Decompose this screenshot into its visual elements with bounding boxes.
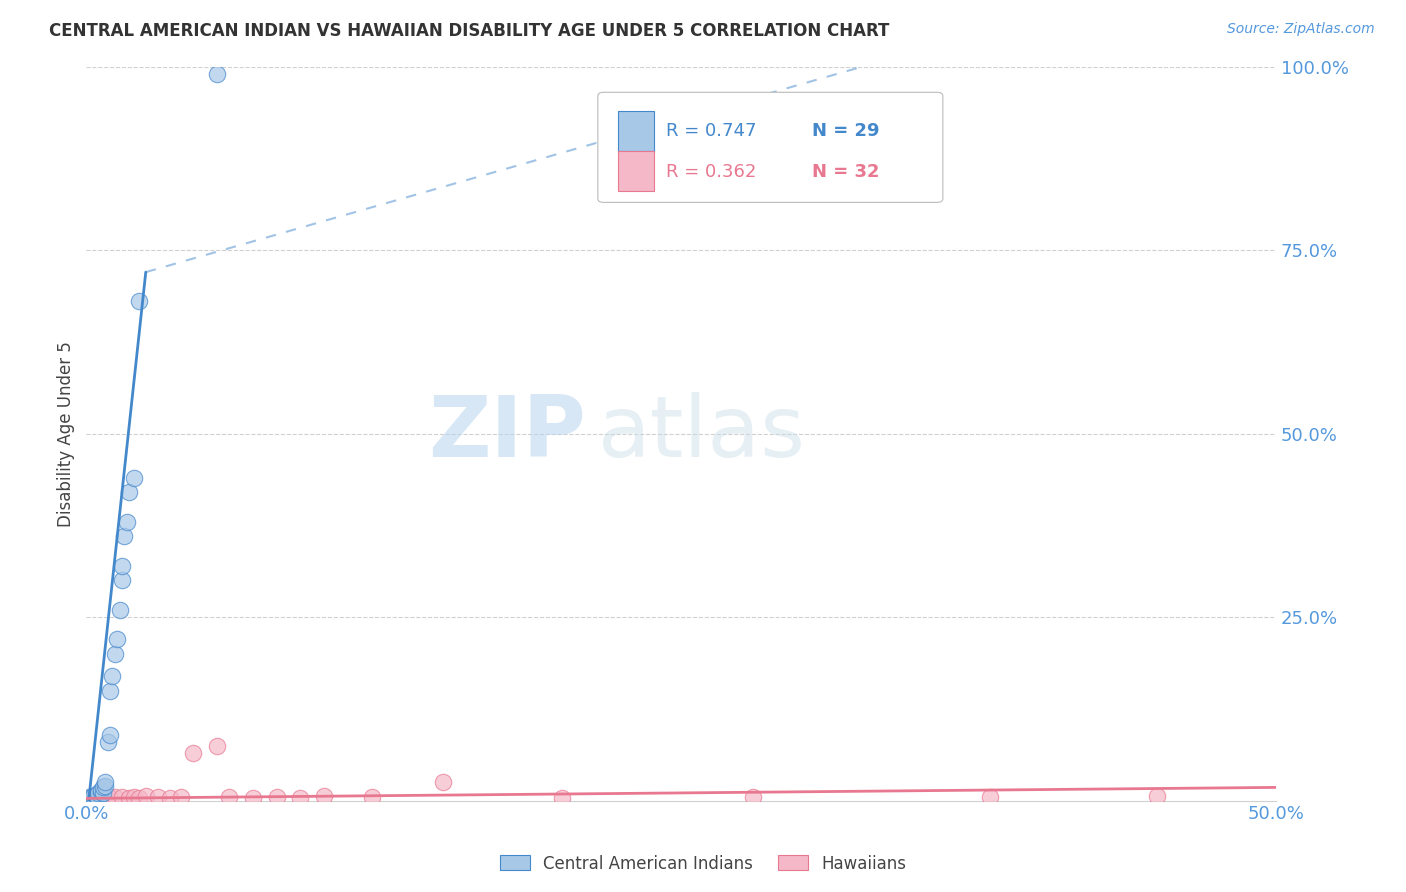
Point [112, 529, 135, 543]
Point [98, 790, 121, 805]
Point [90, 785, 112, 799]
Point [82, 789, 104, 804]
Point [97, 789, 120, 804]
Point [118, 790, 141, 805]
Point [98, 727, 121, 741]
Point [432, 775, 454, 789]
Point [91, 780, 114, 795]
Point [91, 786, 114, 800]
Point [104, 647, 127, 661]
Point [128, 294, 150, 309]
Text: N = 32: N = 32 [813, 162, 880, 180]
Point [122, 789, 145, 804]
Point [242, 790, 264, 805]
Text: atlas: atlas [598, 392, 806, 475]
Point [84, 789, 107, 804]
Point [80, 791, 103, 805]
Point [122, 470, 145, 484]
Point [91, 789, 114, 804]
Bar [619, 111, 654, 151]
Point [84, 789, 107, 804]
Point [1146, 789, 1168, 804]
Text: CENTRAL AMERICAN INDIAN VS HAWAIIAN DISABILITY AGE UNDER 5 CORRELATION CHART: CENTRAL AMERICAN INDIAN VS HAWAIIAN DISA… [49, 22, 890, 40]
Point [77, 791, 100, 805]
Point [98, 683, 121, 698]
Point [80, 790, 103, 805]
Point [94, 790, 117, 805]
Point [266, 789, 288, 804]
Point [551, 790, 574, 805]
Point [94, 775, 117, 789]
Point [314, 789, 336, 804]
Point [111, 574, 134, 588]
Text: R = 0.362: R = 0.362 [665, 162, 756, 180]
Point [290, 790, 312, 805]
Point [118, 485, 141, 500]
Point [108, 603, 131, 617]
Point [111, 789, 134, 804]
Point [104, 789, 127, 804]
Point [90, 782, 112, 797]
Point [979, 789, 1001, 804]
Point [170, 789, 193, 804]
Point [84, 788, 107, 802]
Point [77, 789, 100, 804]
Point [146, 789, 169, 804]
FancyBboxPatch shape [598, 92, 943, 202]
Point [97, 735, 120, 749]
Point [128, 790, 150, 805]
Text: Source: ZipAtlas.com: Source: ZipAtlas.com [1227, 22, 1375, 37]
Point [94, 779, 117, 793]
Point [218, 789, 240, 804]
Point [101, 669, 124, 683]
Point [105, 632, 128, 647]
Legend: Central American Indians, Hawaiians: Central American Indians, Hawaiians [494, 848, 912, 880]
Text: N = 29: N = 29 [813, 122, 880, 140]
Text: ZIP: ZIP [429, 392, 586, 475]
Point [90, 791, 112, 805]
Point [115, 515, 138, 529]
Point [360, 789, 382, 804]
Point [159, 790, 181, 805]
Point [741, 789, 763, 804]
Point [183, 746, 205, 760]
Bar [619, 151, 654, 192]
Point [87, 786, 110, 800]
Y-axis label: Disability Age Under 5: Disability Age Under 5 [58, 341, 75, 526]
Point [111, 558, 134, 573]
Point [205, 67, 228, 81]
Point [135, 789, 157, 804]
Point [82, 790, 104, 805]
Point [205, 739, 228, 753]
Point [87, 790, 110, 805]
Point [82, 791, 104, 805]
Text: R = 0.747: R = 0.747 [665, 122, 756, 140]
Point [87, 790, 110, 805]
